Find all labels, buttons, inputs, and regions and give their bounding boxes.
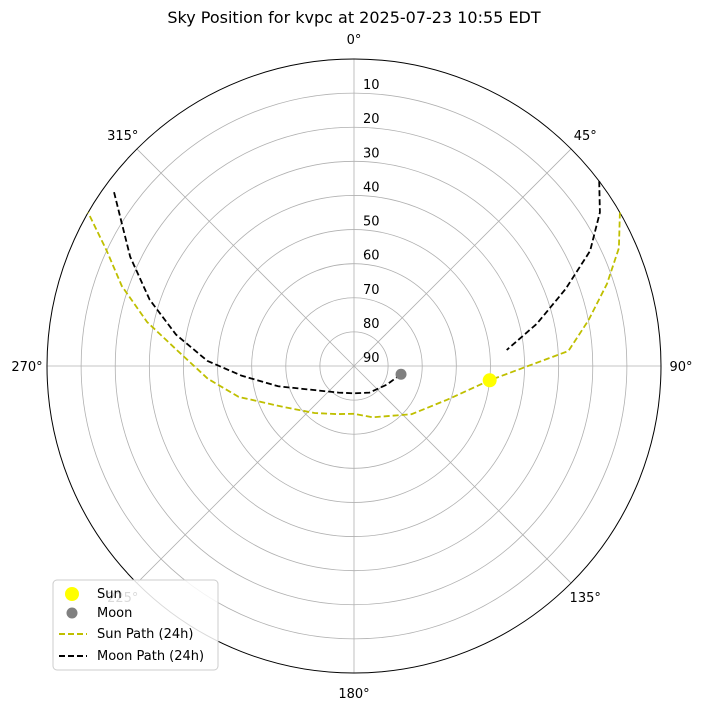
horizon-ring <box>46 58 662 674</box>
radial-tick-label: 10 <box>363 78 380 93</box>
legend-marker-sun <box>65 587 79 601</box>
angular-tick-label: 135° <box>570 591 601 606</box>
sun-marker <box>482 373 497 388</box>
legend-label-sun: Sun <box>97 587 122 602</box>
radial-tick-label: 50 <box>363 215 380 230</box>
plot-area <box>87 181 621 419</box>
grid-spoke-225 <box>136 365 355 584</box>
radial-tick-label: 70 <box>363 283 380 298</box>
legend-label-moon-path: Moon Path (24h) <box>97 649 204 664</box>
legend-label-sun-path: Sun Path (24h) <box>97 627 193 642</box>
angular-tick-label: 180° <box>338 687 369 702</box>
legend-label-moon: Moon <box>97 606 132 621</box>
grid-spoke-45 <box>353 148 572 367</box>
angular-tick-label: 270° <box>11 360 42 375</box>
legend-marker-moon <box>66 607 78 619</box>
grid-spoke-135 <box>353 365 572 584</box>
angular-tick-label: 45° <box>574 129 597 144</box>
radial-tick-label: 90 <box>363 351 380 366</box>
moon-marker <box>395 368 407 380</box>
grid-spoke-315 <box>136 148 355 367</box>
angular-tick-label: 90° <box>669 360 692 375</box>
sun-path-line-0 <box>87 212 621 419</box>
radial-tick-label: 30 <box>363 146 380 161</box>
radial-tick-label: 60 <box>363 249 380 264</box>
radial-tick-label: 40 <box>363 180 380 195</box>
moon-path-line-1 <box>113 191 402 395</box>
polar-grid: 9080706050403020100°45°90°135°180°225°27… <box>11 33 692 702</box>
chart-title: Sky Position for kvpc at 2025-07-23 10:5… <box>167 8 541 27</box>
angular-tick-label: 0° <box>347 33 362 48</box>
angular-tick-label: 315° <box>107 129 138 144</box>
legend: Sun Moon Sun Path (24h) Moon Path (24h) <box>52 579 219 671</box>
radial-tick-label: 20 <box>363 112 380 127</box>
moon-path-line-0 <box>506 181 601 351</box>
legend-frame <box>52 579 219 671</box>
radial-tick-label: 80 <box>363 317 380 332</box>
